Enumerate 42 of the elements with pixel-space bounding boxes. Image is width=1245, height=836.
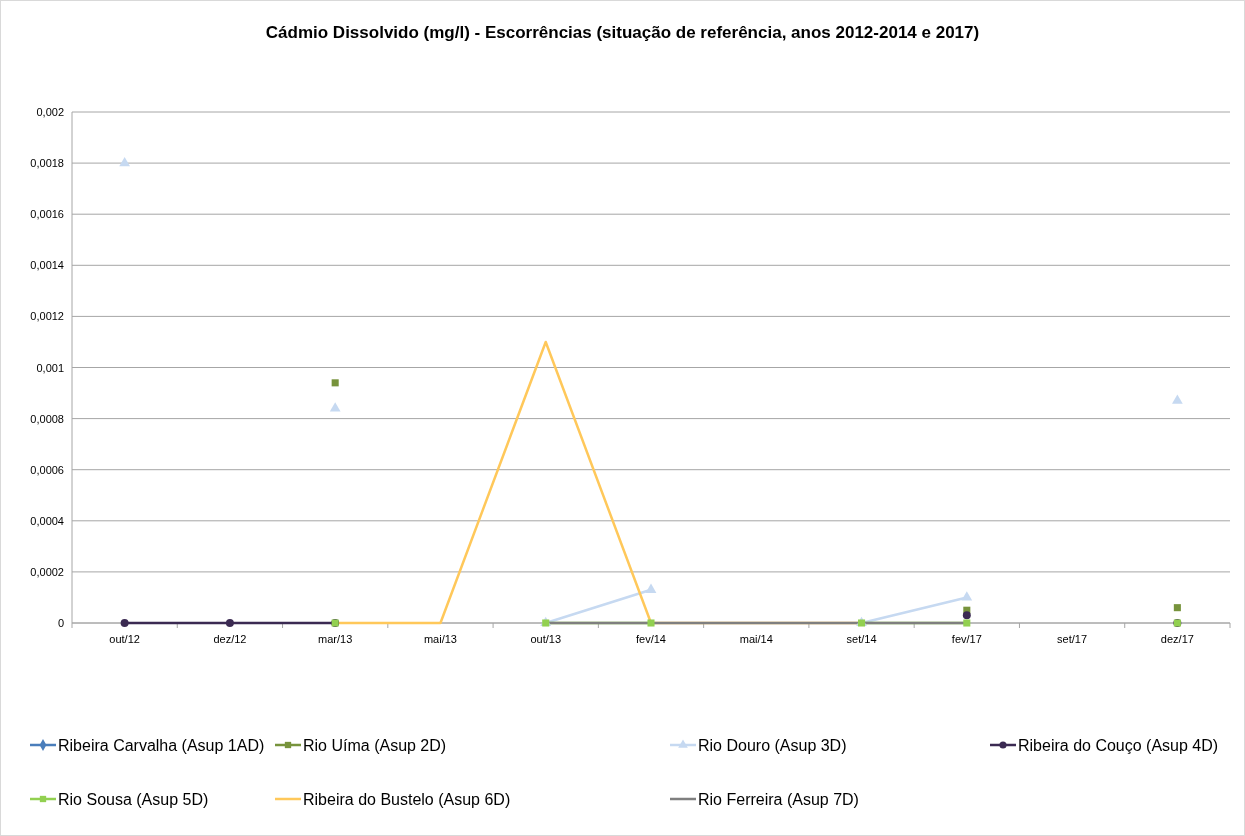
y-tick-label: 0,0012 [30,310,64,323]
point [120,619,129,627]
y-tick-label: 0,0002 [30,565,64,578]
y-tick-label: 0 [57,617,64,629]
point [645,583,657,593]
point [961,591,973,601]
point [1173,604,1181,612]
x-tick-label: fev/17 [951,633,982,645]
x-tick-label: dez/17 [1160,633,1194,645]
y-tick-label: 0,0008 [30,412,64,425]
y-tick-label: 0,0018 [30,157,64,170]
y-tick-label: 0,0016 [30,208,64,221]
legend-label: Ribeira do Bustelo (Asup 6D) [303,791,511,808]
legend-label: Rio Douro (Asup 3D) [698,737,847,754]
point [331,379,339,387]
x-tick-label: mai/13 [423,633,457,645]
x-tick-label: out/13 [530,633,562,645]
x-tick-label: fev/14 [636,633,666,645]
point [1171,394,1183,404]
y-tick-label: 0,001 [36,361,64,374]
point [225,619,234,627]
x-tick-label: mai/14 [739,633,773,645]
legend-label: Ribeira do Couço (Asup 4D) [1018,737,1219,754]
chart-title: Cádmio Dissolvido (mg/l) - Escorrências (situação de referência, anos 2012-2014 e 2017) [265,23,980,42]
y-tick-label: 0,002 [36,106,64,118]
point [119,156,131,167]
x-tick-label: mar/13 [318,633,353,645]
legend-label: Rio Sousa (Asup 5D) [58,791,209,808]
legend-label: Ribeira Carvalha (Asup 1AD) [58,737,265,754]
y-tick-label: 0,0006 [30,463,64,476]
x-tick-label: set/14 [846,633,877,645]
y-tick-label: 0,0004 [30,514,64,527]
legend-label: Rio Ferreira (Asup 7D) [698,791,859,808]
x-tick-label: set/17 [1057,633,1088,645]
x-tick-label: out/12 [109,633,140,645]
y-tick-label: 0,0014 [30,259,64,272]
point [329,402,341,412]
point [962,611,971,620]
x-tick-label: dez/12 [213,633,247,645]
point [963,619,971,627]
point [647,619,655,627]
legend-label: Rio Uíma (Asup 2D) [303,737,447,754]
